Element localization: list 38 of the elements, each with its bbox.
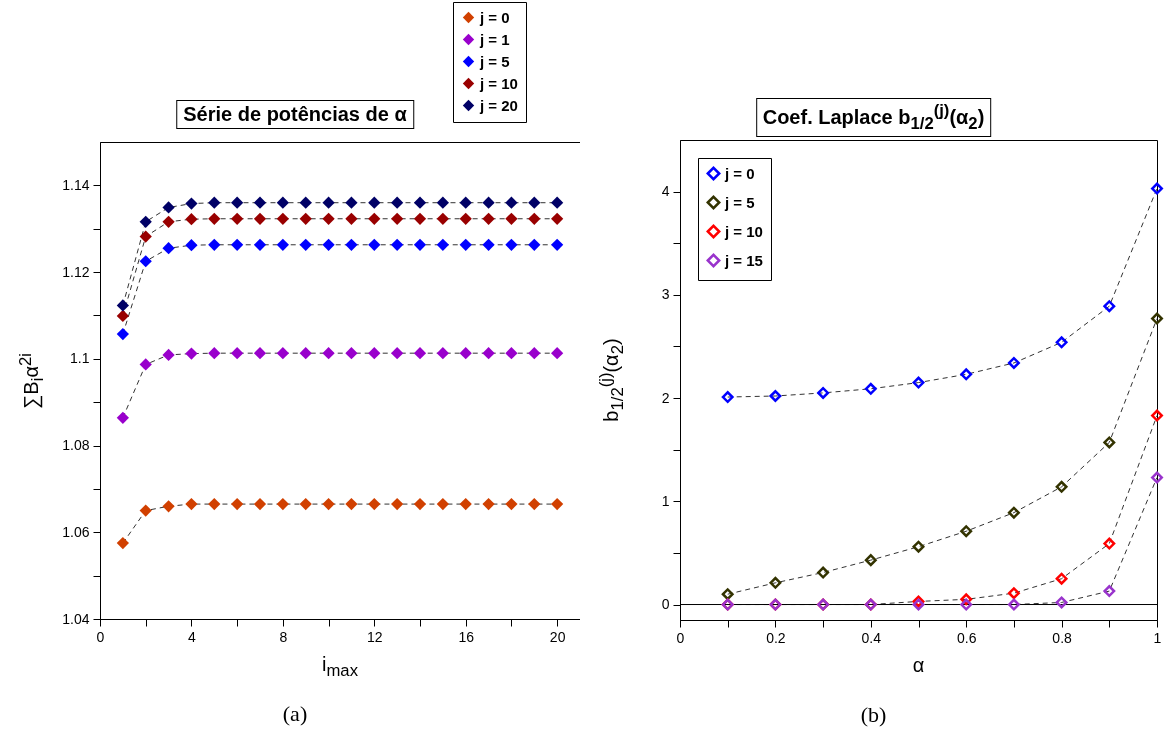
legend-label: j = 15	[724, 251, 763, 269]
y-tick-label: 1.06	[62, 523, 90, 540]
x-tick-label: 0.2	[766, 629, 786, 646]
text: (a)	[282, 701, 308, 727]
y-tick-label: 4	[661, 183, 670, 200]
y-tick-label: 1.04	[62, 610, 90, 627]
x-tick-label: 0	[676, 629, 685, 646]
x-tick-label: 4	[188, 628, 197, 645]
legend-label: j = 1	[479, 30, 510, 48]
y-tick-label: 1.12	[62, 263, 90, 280]
y-tick-label: 1.14	[62, 176, 90, 193]
legend-label: j = 20	[479, 96, 518, 114]
x-axis-title: α	[912, 654, 925, 677]
y-tick-label: 1	[661, 492, 670, 509]
x-tick-label: 0.8	[1052, 629, 1073, 646]
legend-label: j = 0	[479, 8, 510, 26]
chart-title: Coef. Laplace b$_{1/2}$$^{(j)}$(α$_{2}$)	[755, 98, 992, 137]
x-tick-label: 0.4	[861, 629, 882, 646]
legend-label: j = 10	[724, 222, 763, 240]
x-axis-title: i$_{max}$	[322, 653, 358, 681]
x-tick-label: 0	[96, 628, 105, 645]
x-tick-label: 16	[458, 628, 475, 645]
y-tick-label: 0	[661, 596, 670, 613]
x-tick-label: 8	[279, 628, 288, 645]
chart-title: Série de potências de α	[176, 100, 414, 129]
y-tick-label: 2	[661, 389, 670, 406]
x-tick-label: 12	[367, 628, 383, 645]
y-tick-label: 3	[661, 286, 670, 303]
x-tick-label: 0.6	[956, 629, 977, 646]
y-tick-label: 1.08	[62, 437, 90, 454]
legend-label: j = 10	[479, 74, 518, 92]
x-tick-label: 1	[1153, 629, 1162, 646]
legend-label: j = 5	[724, 193, 755, 211]
text: (b)	[860, 702, 887, 728]
legend-label: j = 0	[724, 164, 755, 182]
legend-label: j = 5	[479, 52, 510, 70]
x-tick-label: 20	[549, 628, 566, 645]
y-tick-label: 1.1	[70, 350, 90, 367]
